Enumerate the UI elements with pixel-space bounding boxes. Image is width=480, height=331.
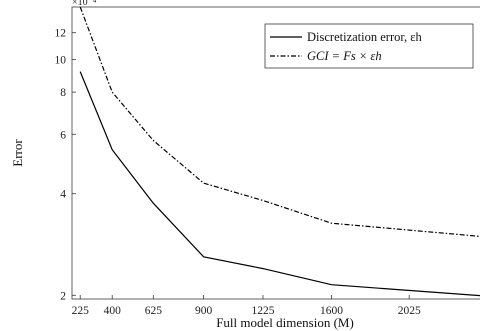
y-tick-label-12: 12 (55, 28, 67, 40)
x-tick-label-1225: 1225 (251, 305, 274, 317)
legend: Discretization error, εh GCI = Fs × εh (264, 23, 474, 69)
y-axis-label: Error (10, 139, 25, 167)
y-tick-label-8: 8 (60, 87, 66, 99)
x-tick-label-225: 225 (72, 305, 90, 317)
series-line-gci (79, 6, 480, 237)
x-tick-label-400: 400 (104, 305, 122, 317)
y-tick-label-2: 2 (60, 290, 66, 302)
y-tick-label-4: 4 (60, 189, 66, 201)
legend-label-gci: GCI = Fs × εh (307, 49, 382, 63)
x-tick-label-625: 625 (145, 305, 163, 317)
x-tick-label-900: 900 (195, 305, 213, 317)
series-line-discretization-error (79, 71, 480, 297)
x-tick-label-1600: 1600 (320, 305, 343, 317)
y-multiplier: ×10⁻⁴ (72, 0, 97, 8)
y-tick-label-10: 10 (55, 54, 67, 66)
x-tick-label-2025: 2025 (398, 305, 421, 317)
legend-label-discretization: Discretization error, εh (307, 30, 423, 44)
legend-box (264, 23, 474, 69)
x-axis-label: Full model dimension (M) (216, 315, 354, 330)
y-tick-label-6: 6 (60, 129, 66, 141)
